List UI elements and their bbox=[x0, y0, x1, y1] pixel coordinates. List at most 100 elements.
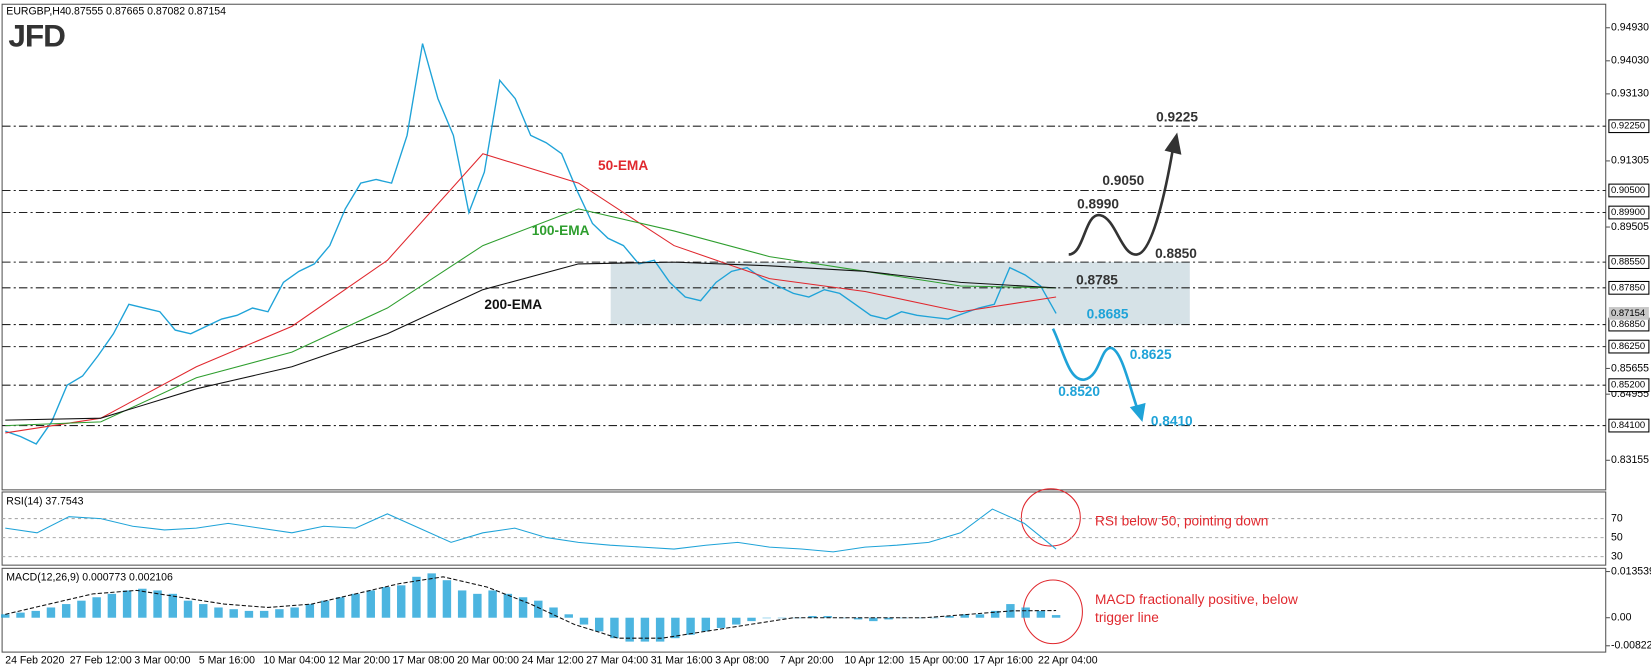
x-tick-label: 22 Apr 04:00 bbox=[1038, 654, 1098, 666]
macd-bar bbox=[1, 614, 10, 618]
logo: JFD bbox=[8, 17, 65, 53]
macd-bar bbox=[808, 616, 817, 618]
rsi-annotation: RSI below 50, pointing down bbox=[1095, 513, 1268, 528]
ema-label: 50-EMA bbox=[598, 158, 648, 173]
macd-bar bbox=[320, 600, 330, 618]
macd-bar bbox=[427, 573, 436, 618]
ema-line bbox=[5, 153, 1057, 434]
level-label: 0.92250 bbox=[1611, 121, 1645, 132]
macd-bar bbox=[503, 593, 513, 618]
macd-bar bbox=[625, 617, 634, 642]
x-tick-label: 20 Mar 00:00 bbox=[457, 654, 519, 666]
macd-bar bbox=[122, 590, 132, 618]
macd-bar bbox=[945, 616, 954, 618]
macd-bar bbox=[92, 597, 101, 618]
level-box bbox=[1608, 339, 1650, 354]
level-label: 0.90500 bbox=[1611, 185, 1645, 196]
ema-label: 100-EMA bbox=[532, 223, 590, 238]
macd-bar bbox=[594, 617, 604, 632]
y-tick-label: 70 bbox=[1611, 512, 1623, 524]
macd-bar bbox=[351, 593, 360, 618]
macd-bar bbox=[153, 590, 162, 618]
x-tick-label: 17 Mar 08:00 bbox=[393, 654, 455, 666]
macd-bar bbox=[853, 617, 863, 620]
macd-bar bbox=[214, 607, 223, 618]
macd-bar bbox=[579, 617, 589, 625]
macd-bar bbox=[534, 600, 543, 618]
macd-bar bbox=[457, 590, 467, 618]
ohlc: 0.87555 0.87665 0.87082 0.87154 bbox=[65, 5, 226, 17]
y-tick-label: -0.008227 bbox=[1611, 640, 1651, 652]
signal-line bbox=[5, 576, 1057, 639]
bear-arrowhead bbox=[1129, 402, 1146, 423]
y-tick-label: 0.93130 bbox=[1611, 88, 1649, 100]
macd-bar bbox=[138, 588, 147, 618]
ema-line bbox=[5, 261, 1057, 421]
level-label: 0.85200 bbox=[1611, 380, 1645, 391]
macd-bar bbox=[960, 614, 969, 618]
x-tick-label: 27 Feb 12:00 bbox=[70, 654, 132, 666]
macd-bar bbox=[397, 585, 406, 618]
macd-bar bbox=[336, 597, 345, 618]
macd-bar bbox=[716, 617, 726, 628]
macd-bar bbox=[381, 587, 391, 618]
macd-bar bbox=[259, 610, 269, 618]
level-label: 0.86850 bbox=[1611, 319, 1645, 330]
macd-bar bbox=[975, 614, 985, 618]
macd-bar bbox=[488, 590, 497, 618]
level-box bbox=[1608, 119, 1650, 134]
macd-bar bbox=[732, 617, 741, 625]
level-label: 0.89900 bbox=[1611, 207, 1645, 218]
y-tick-label: 0.83155 bbox=[1611, 454, 1649, 466]
y-tick-label: 30 bbox=[1611, 550, 1623, 562]
current-price-label: 0.87154 bbox=[1611, 308, 1645, 319]
macd-bar bbox=[61, 604, 71, 618]
x-tick-label: 5 Mar 16:00 bbox=[199, 654, 255, 666]
macd-bar bbox=[168, 593, 177, 618]
macd-bar bbox=[199, 604, 208, 618]
level-box bbox=[1608, 418, 1650, 433]
macd-bar bbox=[1021, 607, 1030, 618]
macd-bar bbox=[930, 617, 939, 619]
y-tick-label: 0.91305 bbox=[1611, 155, 1649, 167]
scenario-label: 0.8625 bbox=[1130, 347, 1172, 362]
x-tick-label: 7 Apr 20:00 bbox=[780, 654, 834, 666]
macd-annotation: trigger line bbox=[1095, 610, 1159, 625]
macd-bar bbox=[275, 609, 284, 618]
macd-annotation: MACD fractionally positive, below bbox=[1095, 592, 1298, 607]
macd-bar bbox=[1036, 610, 1046, 618]
macd-bar bbox=[869, 617, 878, 622]
level-label: 0.88550 bbox=[1611, 257, 1645, 268]
macd-bar bbox=[1051, 615, 1061, 618]
level-label: 0.84100 bbox=[1611, 420, 1645, 431]
level-box bbox=[1608, 205, 1650, 220]
bull-scenario bbox=[1068, 148, 1175, 256]
macd-bar bbox=[16, 612, 25, 618]
macd-title: MACD(12,26,9) 0.000773 0.002106 bbox=[6, 572, 173, 584]
price-panel bbox=[1, 3, 1607, 491]
y-tick-label: 0.94930 bbox=[1611, 22, 1649, 34]
macd-bar bbox=[442, 580, 452, 618]
scenario-label: 0.9050 bbox=[1102, 173, 1144, 188]
rsi-line bbox=[5, 508, 1057, 553]
symbol: EURGBP,H4 bbox=[6, 5, 66, 17]
scenario-label: 0.8850 bbox=[1155, 246, 1197, 261]
macd-bar bbox=[671, 617, 680, 639]
macd-bar bbox=[77, 600, 86, 618]
level-box bbox=[1608, 378, 1650, 393]
ema-line bbox=[5, 208, 1057, 427]
macd-bar bbox=[244, 610, 254, 618]
y-tick-label: 0.94030 bbox=[1611, 55, 1649, 67]
macd-bar bbox=[290, 607, 299, 618]
y-tick-label: 0.013539 bbox=[1611, 565, 1651, 577]
scenario-label: 0.8410 bbox=[1151, 414, 1193, 429]
x-tick-label: 24 Mar 12:00 bbox=[522, 654, 584, 666]
y-tick-label: 50 bbox=[1611, 531, 1623, 543]
level-label: 0.86250 bbox=[1611, 341, 1645, 352]
scenario-label: 0.8520 bbox=[1058, 384, 1100, 399]
x-tick-label: 15 Apr 00:00 bbox=[909, 654, 969, 666]
macd-bar bbox=[183, 600, 193, 618]
y-tick-label: 0.00 bbox=[1611, 611, 1632, 623]
y-tick-label: 0.89505 bbox=[1611, 221, 1649, 233]
